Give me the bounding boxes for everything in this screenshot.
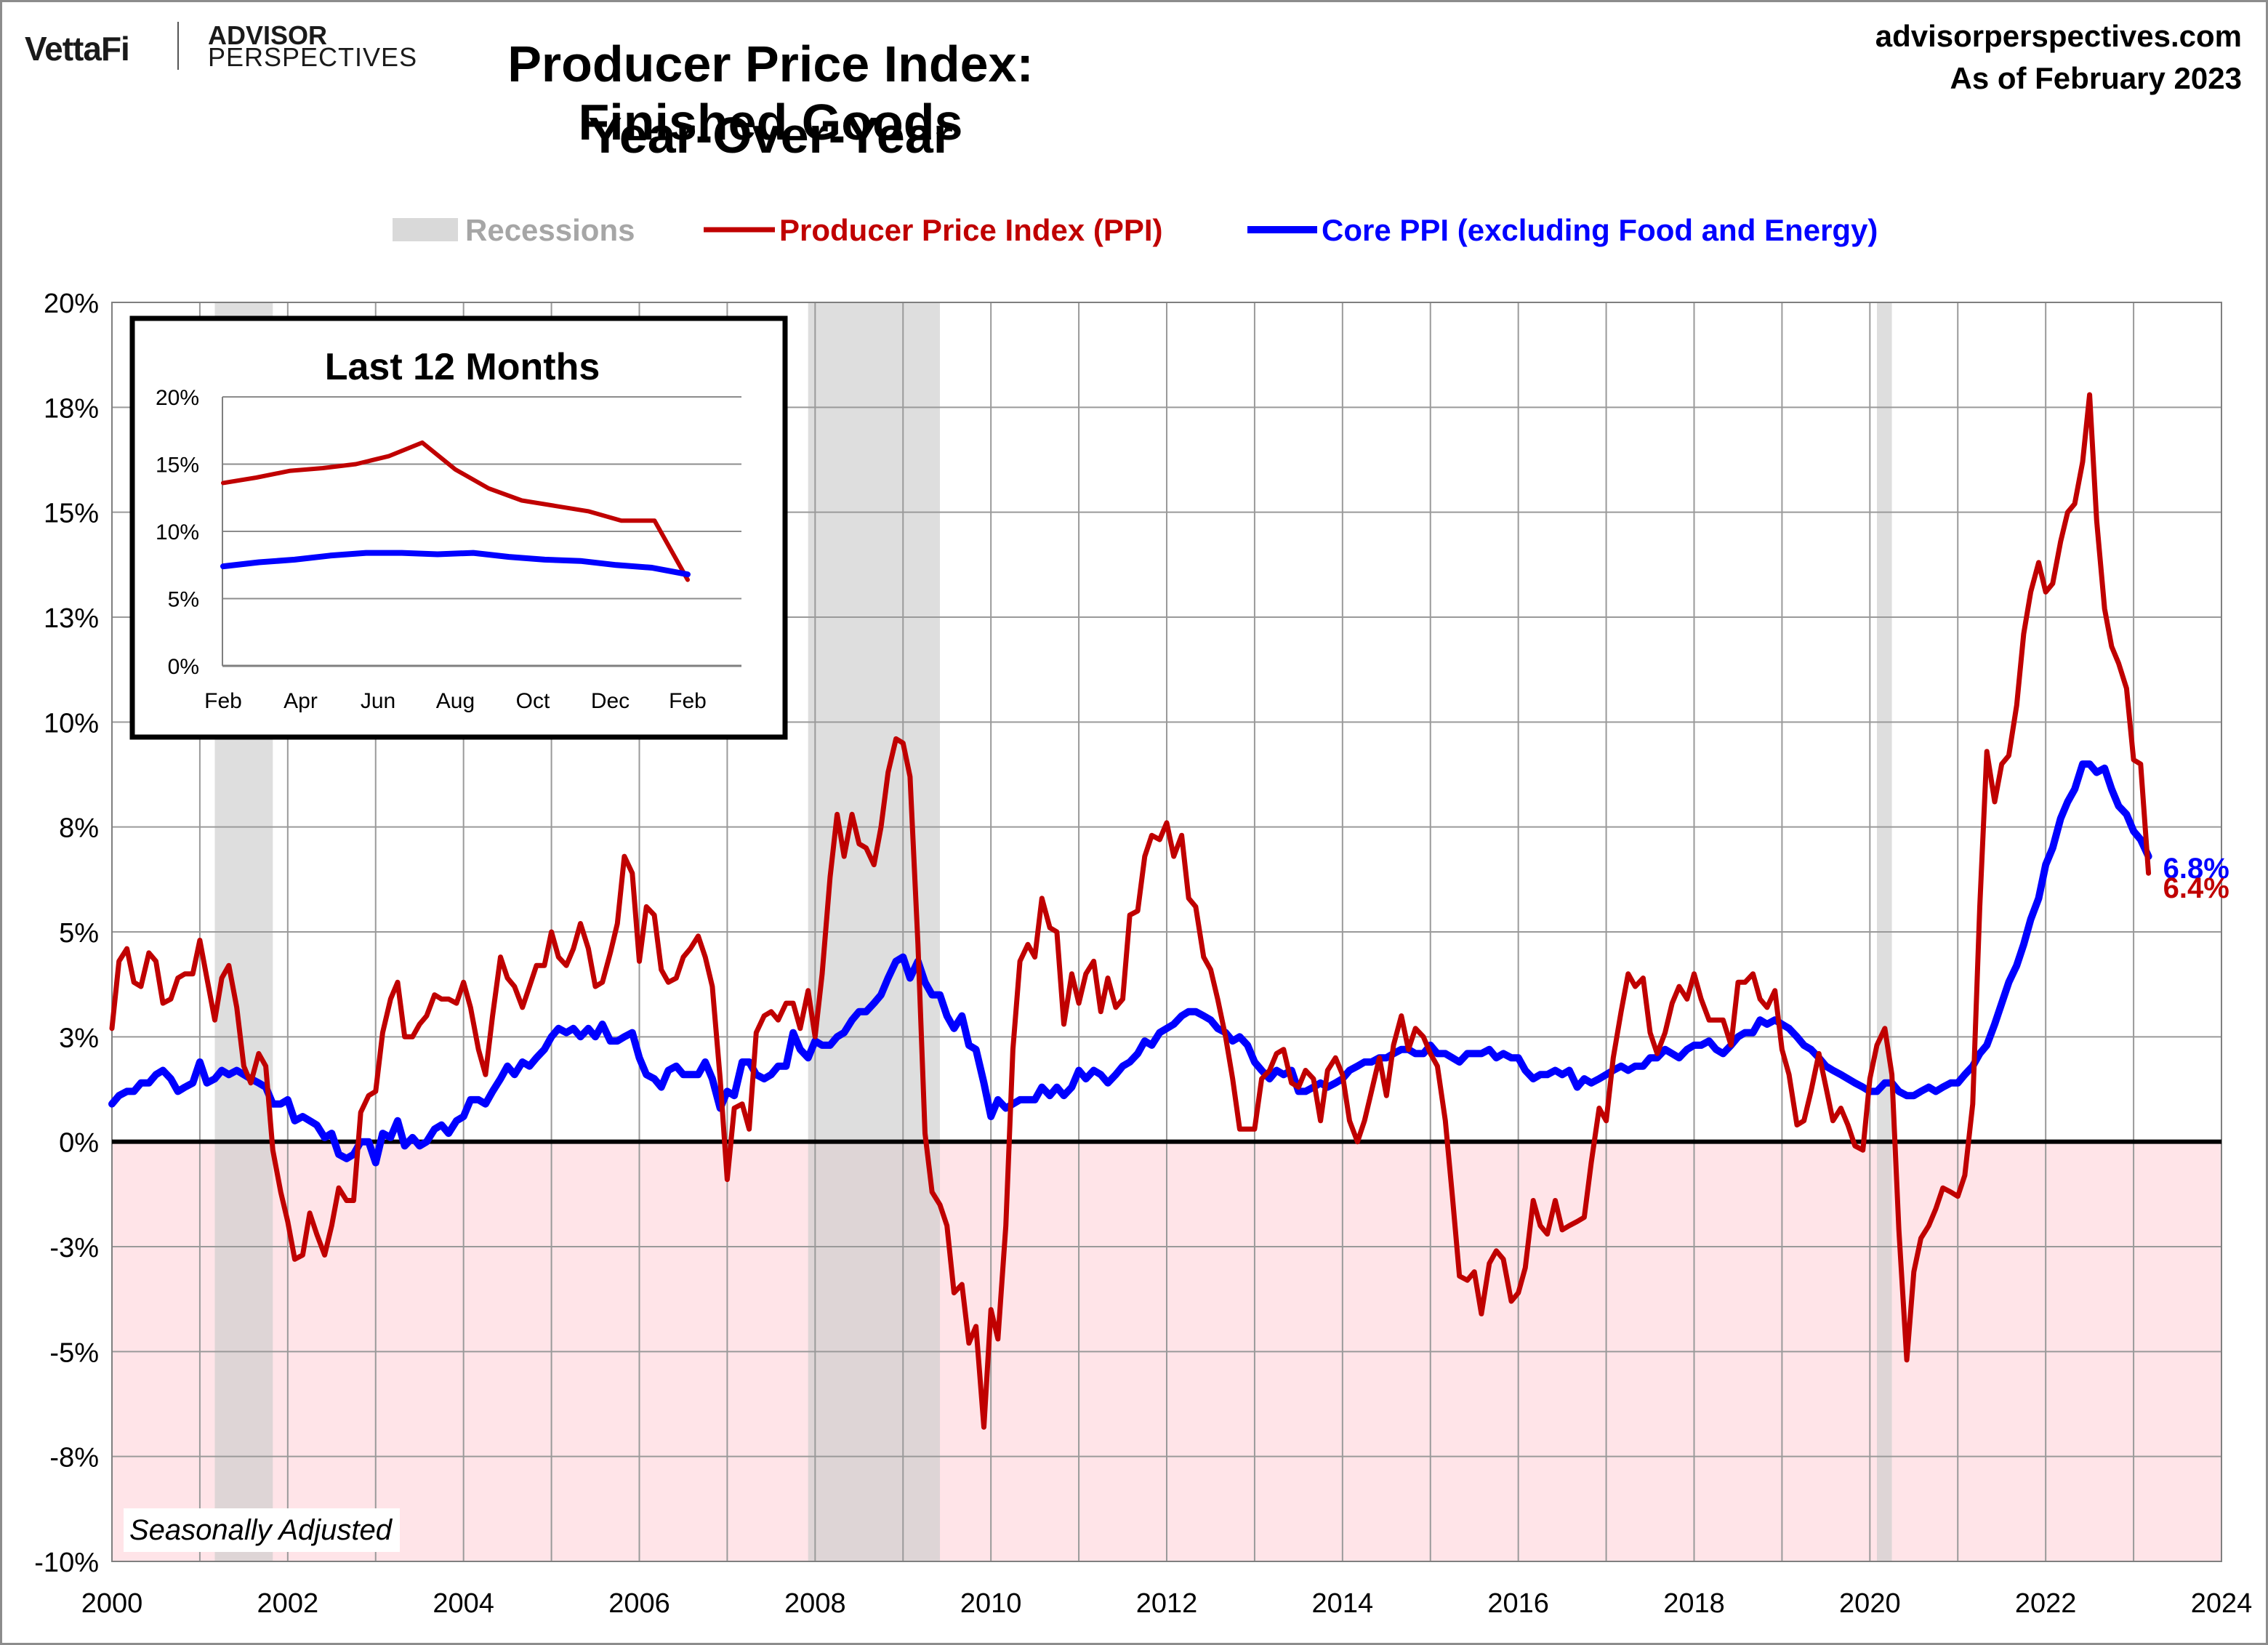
inset-series-line-0 xyxy=(221,440,690,582)
y-tick-label-7: 3% xyxy=(59,1023,99,1053)
series-line-0 xyxy=(109,392,2152,1430)
y-tick-label-12: -10% xyxy=(34,1548,99,1578)
as-of-date: As of February 2023 xyxy=(1950,61,2242,95)
seasonally-adjusted-note: Seasonally Adjusted xyxy=(129,1514,393,1546)
x-tick-label-7: 2014 xyxy=(1312,1588,1374,1619)
y-tick-label-3: 13% xyxy=(44,603,99,634)
series-line-1 xyxy=(108,760,2152,1167)
chart-title: Producer Price Index: Finished Goods xyxy=(507,36,1034,150)
y-tick-label-11: -8% xyxy=(49,1443,99,1473)
inset-x-tick-label-2: Jun xyxy=(361,689,395,713)
x-tick-label-3: 2006 xyxy=(608,1588,670,1619)
legend-label-ppi: Producer Price Index (PPI) xyxy=(779,213,1163,247)
x-tick-label-5: 2010 xyxy=(960,1588,1022,1619)
inset-x-tick-label-1: Apr xyxy=(284,689,318,713)
legend-label-recessions: Recessions xyxy=(465,213,635,247)
y-tick-label-0: 20% xyxy=(44,289,99,319)
advisor-logo-line2: PERSPECTIVES xyxy=(208,42,418,72)
x-tick-label-8: 2016 xyxy=(1487,1588,1549,1619)
inset-y-tick-label-3: 5% xyxy=(168,588,199,612)
y-tick-label-10: -5% xyxy=(49,1338,99,1368)
advisor-logo-line1: ADVISOR xyxy=(208,20,328,50)
chart-subtitle: Year-Over-Year xyxy=(587,107,954,164)
logo-divider xyxy=(177,22,179,70)
x-tick-label-1: 2002 xyxy=(257,1588,319,1619)
x-tick-label-2: 2004 xyxy=(433,1588,494,1619)
inset-y-tick-label-1: 15% xyxy=(156,454,199,478)
inset-box xyxy=(129,315,788,740)
end-label-core-ppi: 6.8% xyxy=(2163,853,2229,885)
x-tick-label-12: 2024 xyxy=(2191,1588,2253,1619)
y-tick-label-4: 10% xyxy=(44,708,99,739)
x-tick-label-9: 2018 xyxy=(1663,1588,1725,1619)
inset-x-tick-label-4: Oct xyxy=(516,689,550,713)
inset-y-tick-label-2: 10% xyxy=(156,520,199,544)
legend-swatch-recessions xyxy=(393,218,458,241)
inset-y-tick-label-0: 20% xyxy=(156,386,199,410)
inset-x-tick-label-0: Feb xyxy=(204,689,242,713)
y-tick-label-2: 15% xyxy=(44,499,99,529)
vettafi-logo: VettaFi xyxy=(25,30,130,68)
y-tick-label-8: 0% xyxy=(59,1128,99,1159)
inset-x-tick-label-5: Dec xyxy=(591,689,630,713)
legend-label-core-ppi: Core PPI (excluding Food and Energy) xyxy=(1322,213,1878,247)
end-label-ppi: 6.4% xyxy=(2163,872,2229,904)
note-background xyxy=(124,1508,400,1552)
inset-x-tick-label-6: Feb xyxy=(669,689,707,713)
inset-series-line-1 xyxy=(220,550,691,578)
x-tick-label-0: 2000 xyxy=(81,1588,143,1619)
y-tick-label-6: 5% xyxy=(59,918,99,949)
x-tick-label-10: 2020 xyxy=(1839,1588,1901,1619)
x-tick-label-6: 2012 xyxy=(1136,1588,1198,1619)
x-tick-label-4: 2008 xyxy=(784,1588,846,1619)
source-site: advisorperspectives.com xyxy=(1875,19,2242,53)
y-tick-label-1: 18% xyxy=(44,393,99,424)
x-tick-label-11: 2022 xyxy=(2015,1588,2077,1619)
y-tick-label-9: -3% xyxy=(49,1233,99,1263)
plot-border xyxy=(111,302,2222,1562)
inset-title: Last 12 Months xyxy=(325,346,600,388)
y-tick-label-5: 8% xyxy=(59,813,99,844)
inset-x-tick-label-3: Aug xyxy=(436,689,475,713)
inset-y-tick-label-4: 0% xyxy=(168,655,199,679)
